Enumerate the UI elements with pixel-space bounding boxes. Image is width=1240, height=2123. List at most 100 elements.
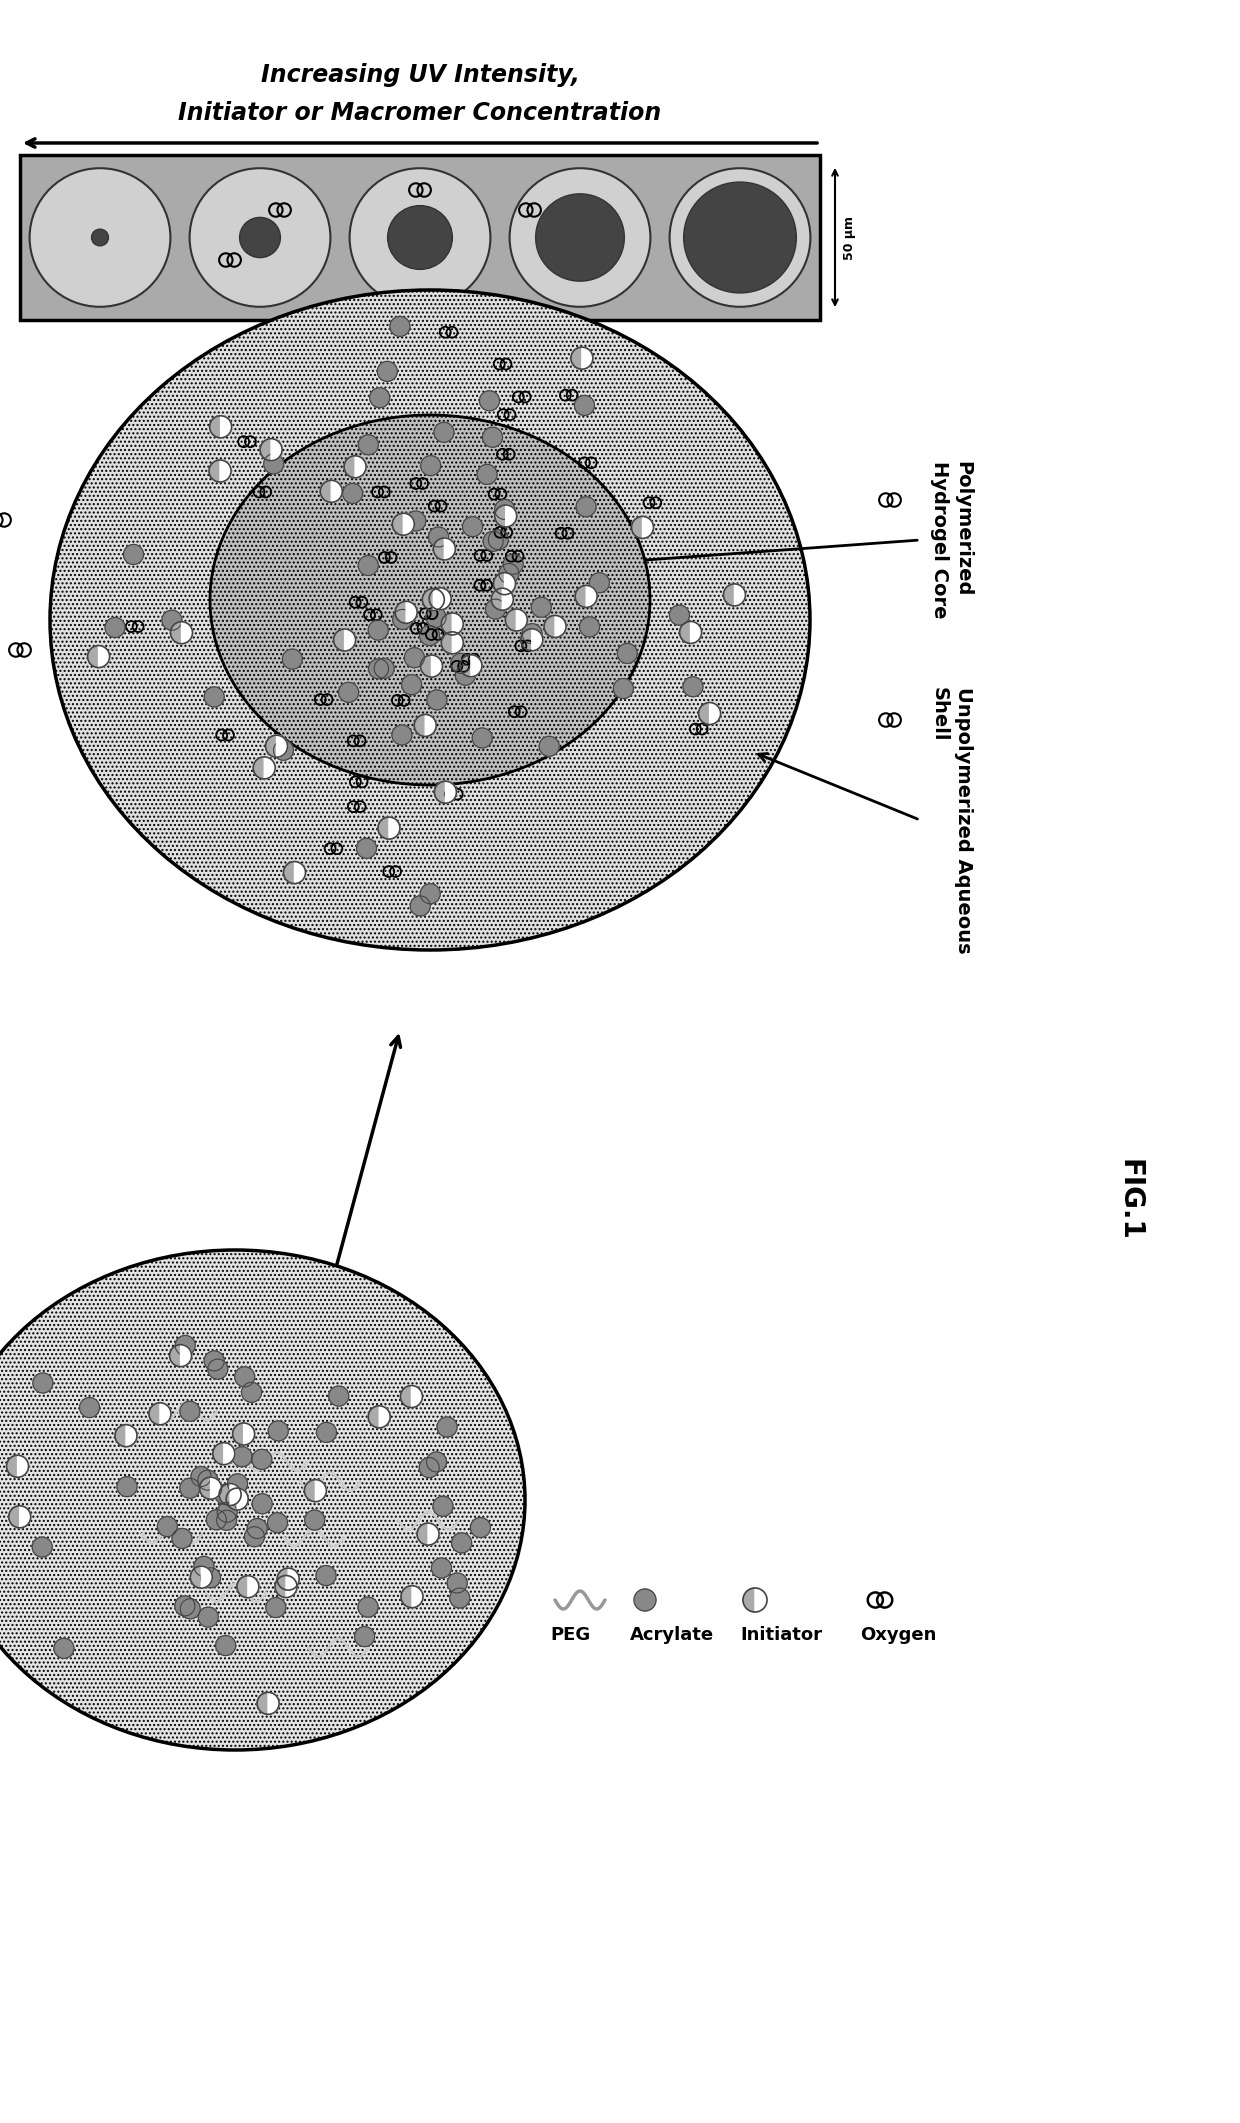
Polygon shape [223, 1444, 234, 1465]
Circle shape [420, 656, 443, 677]
Circle shape [115, 1425, 136, 1446]
Circle shape [368, 658, 388, 679]
Circle shape [374, 658, 394, 679]
Circle shape [172, 1529, 192, 1548]
Circle shape [495, 505, 517, 527]
Polygon shape [237, 1488, 248, 1509]
Circle shape [200, 1478, 222, 1499]
Circle shape [589, 573, 609, 592]
Circle shape [237, 1575, 259, 1599]
Circle shape [489, 531, 508, 550]
Polygon shape [556, 616, 565, 637]
Circle shape [190, 1567, 212, 1588]
Circle shape [175, 1335, 195, 1354]
Circle shape [215, 1484, 236, 1505]
Polygon shape [440, 588, 451, 609]
Circle shape [370, 389, 389, 408]
Circle shape [252, 1495, 273, 1514]
Circle shape [450, 654, 471, 673]
Polygon shape [268, 1692, 279, 1715]
Circle shape [401, 1586, 423, 1607]
Circle shape [544, 616, 565, 637]
Polygon shape [201, 1567, 212, 1588]
Circle shape [193, 1556, 215, 1577]
Polygon shape [181, 622, 192, 643]
Circle shape [423, 588, 444, 611]
Circle shape [433, 1497, 453, 1516]
Circle shape [484, 531, 503, 552]
Polygon shape [709, 703, 720, 724]
Circle shape [521, 628, 543, 652]
Circle shape [539, 737, 559, 756]
Polygon shape [502, 588, 513, 609]
Circle shape [334, 628, 356, 652]
Polygon shape [219, 461, 231, 482]
Polygon shape [389, 817, 401, 839]
Polygon shape [345, 628, 356, 652]
Circle shape [274, 741, 294, 760]
Polygon shape [516, 609, 527, 631]
Circle shape [157, 1516, 177, 1537]
Circle shape [88, 645, 109, 667]
Polygon shape [315, 1480, 326, 1501]
Polygon shape [294, 862, 305, 883]
Ellipse shape [670, 168, 811, 308]
Ellipse shape [30, 168, 170, 308]
Ellipse shape [0, 1250, 525, 1749]
Circle shape [491, 588, 513, 609]
Text: 50 μm: 50 μm [843, 217, 856, 259]
Polygon shape [532, 628, 543, 652]
Circle shape [404, 648, 424, 669]
Circle shape [441, 633, 464, 654]
Circle shape [210, 416, 232, 437]
Circle shape [180, 1478, 200, 1499]
Circle shape [575, 586, 598, 607]
Text: Acrylate: Acrylate [630, 1626, 714, 1643]
Circle shape [680, 622, 702, 643]
Polygon shape [277, 735, 288, 758]
Circle shape [252, 1450, 272, 1469]
Polygon shape [734, 584, 745, 605]
Text: hv: hv [273, 1357, 308, 1382]
Circle shape [389, 316, 410, 335]
Polygon shape [17, 1454, 29, 1478]
Circle shape [455, 664, 475, 686]
Circle shape [495, 499, 515, 520]
Polygon shape [433, 588, 444, 611]
Ellipse shape [510, 168, 651, 308]
Circle shape [149, 1403, 171, 1425]
Circle shape [247, 1518, 267, 1539]
Circle shape [253, 758, 275, 779]
Circle shape [522, 624, 542, 643]
Circle shape [503, 554, 523, 573]
Circle shape [405, 512, 425, 531]
Circle shape [358, 556, 378, 575]
Text: FIG.1: FIG.1 [1116, 1159, 1145, 1240]
Circle shape [208, 1359, 228, 1380]
Circle shape [205, 688, 224, 707]
Circle shape [6, 1454, 29, 1478]
Circle shape [419, 626, 439, 645]
Circle shape [460, 654, 482, 677]
Circle shape [574, 395, 594, 416]
Circle shape [226, 1488, 248, 1509]
Circle shape [498, 563, 518, 584]
Ellipse shape [210, 414, 650, 786]
Circle shape [265, 735, 288, 758]
Circle shape [219, 1484, 241, 1505]
Bar [20, 155, 820, 321]
Polygon shape [506, 505, 517, 527]
Circle shape [244, 1526, 264, 1548]
Circle shape [434, 422, 454, 442]
Circle shape [618, 643, 637, 662]
Circle shape [377, 361, 397, 382]
Circle shape [175, 1596, 195, 1616]
Circle shape [268, 1514, 288, 1533]
Circle shape [420, 883, 440, 904]
Polygon shape [355, 456, 366, 478]
Circle shape [463, 516, 482, 537]
Circle shape [217, 1509, 237, 1531]
Polygon shape [471, 654, 482, 677]
Circle shape [329, 1386, 348, 1405]
Circle shape [470, 1518, 491, 1537]
